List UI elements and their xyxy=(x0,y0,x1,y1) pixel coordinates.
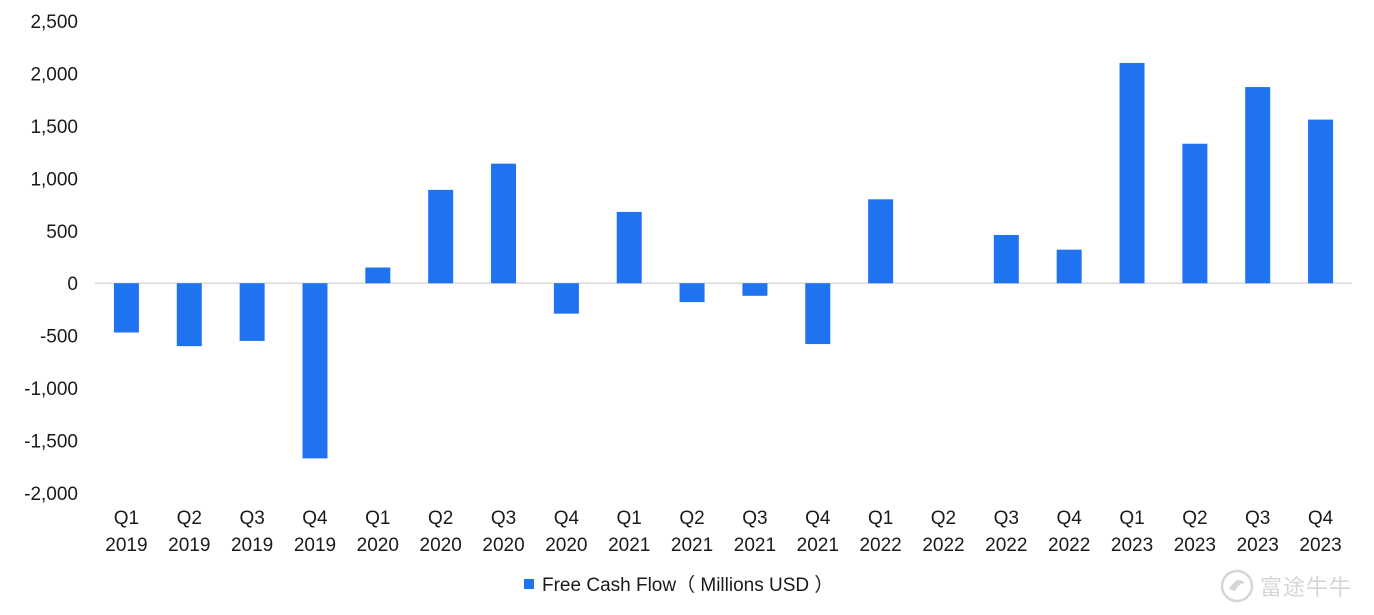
bar xyxy=(868,199,894,284)
bar xyxy=(1119,62,1145,284)
x-tick-label-quarter: Q1 xyxy=(1119,508,1144,529)
legend: Free Cash Flow（ Millions USD ） xyxy=(524,574,833,596)
legend-label: Free Cash Flow（ Millions USD ） xyxy=(542,574,833,596)
bar xyxy=(679,283,705,303)
bar xyxy=(491,163,517,284)
x-tick-label-year: 2020 xyxy=(420,535,462,556)
x-tick-label-quarter: Q2 xyxy=(177,508,202,529)
x-tick-label-year: 2022 xyxy=(859,535,901,556)
x-tick-label-year: 2020 xyxy=(545,535,587,556)
x-tick-label-quarter: Q2 xyxy=(428,508,453,529)
x-tick-label-quarter: Q4 xyxy=(1056,508,1082,529)
x-tick-label-year: 2019 xyxy=(294,535,336,556)
x-tick-label-quarter: Q1 xyxy=(114,508,139,529)
x-tick-label-year: 2023 xyxy=(1299,535,1341,556)
bars xyxy=(113,62,1334,459)
bar xyxy=(805,283,831,345)
bar xyxy=(428,189,454,284)
x-tick-label-year: 2023 xyxy=(1174,535,1216,556)
bar xyxy=(365,267,391,284)
x-tick-label-year: 2021 xyxy=(608,535,650,556)
y-tick-label: 1,500 xyxy=(30,117,78,138)
y-tick-label: 500 xyxy=(46,222,78,243)
x-axis: Q1 2019 Q2 2019 Q3 2019 Q4 2019 Q1 2020 Q2 2020 Q3 20… xyxy=(105,508,1341,556)
x-tick-label-quarter: Q3 xyxy=(1245,508,1270,529)
legend-swatch xyxy=(524,579,534,589)
y-tick-label: -2,000 xyxy=(24,484,78,505)
x-tick-label-year: 2020 xyxy=(357,535,399,556)
bar xyxy=(1308,119,1334,284)
x-tick-label-year: 2022 xyxy=(1048,535,1090,556)
bar xyxy=(1056,249,1082,284)
x-tick-label-quarter: Q1 xyxy=(365,508,390,529)
x-tick-label-quarter: Q2 xyxy=(931,508,956,529)
bar xyxy=(553,283,579,314)
x-tick-label-quarter: Q1 xyxy=(617,508,642,529)
bar xyxy=(113,283,139,333)
x-tick-label-year: 2019 xyxy=(105,535,147,556)
x-tick-label-quarter: Q3 xyxy=(239,508,264,529)
y-tick-label: -500 xyxy=(40,327,78,348)
y-tick-label: -1,000 xyxy=(24,379,78,400)
bar xyxy=(302,283,328,459)
x-tick-label-quarter: Q4 xyxy=(554,508,580,529)
x-tick-label-year: 2021 xyxy=(734,535,776,556)
x-tick-label-year: 2020 xyxy=(482,535,524,556)
x-tick-label-quarter: Q4 xyxy=(805,508,831,529)
bar xyxy=(176,283,202,347)
y-tick-label: 1,000 xyxy=(30,169,78,190)
bar xyxy=(1182,143,1208,284)
bar xyxy=(742,283,768,296)
x-tick-label-year: 2019 xyxy=(231,535,273,556)
watermark: 富途牛牛 xyxy=(1220,569,1352,603)
x-tick-label-quarter: Q3 xyxy=(994,508,1019,529)
bar xyxy=(239,283,265,341)
x-tick-label-year: 2023 xyxy=(1111,535,1153,556)
bar xyxy=(616,211,642,284)
x-tick-label-year: 2021 xyxy=(797,535,839,556)
x-tick-label-quarter: Q3 xyxy=(742,508,767,529)
bar xyxy=(993,234,1019,284)
x-tick-label-quarter: Q2 xyxy=(1182,508,1207,529)
x-tick-label-year: 2023 xyxy=(1237,535,1279,556)
x-tick-label-year: 2019 xyxy=(168,535,210,556)
x-tick-label-quarter: Q3 xyxy=(491,508,516,529)
x-tick-label-quarter: Q4 xyxy=(302,508,328,529)
y-tick-label: -1,500 xyxy=(24,432,78,453)
y-axis: 2,500 2,000 1,500 1,000 500 0 -500 -1,000 -1,500… xyxy=(24,12,78,505)
futu-logo-icon xyxy=(1220,569,1254,603)
x-tick-label-quarter: Q2 xyxy=(679,508,704,529)
x-tick-label-quarter: Q4 xyxy=(1308,508,1334,529)
x-tick-label-year: 2021 xyxy=(671,535,713,556)
y-tick-label: 0 xyxy=(67,274,78,295)
x-tick-label-quarter: Q1 xyxy=(868,508,893,529)
x-tick-label-year: 2022 xyxy=(922,535,964,556)
bar xyxy=(1245,87,1271,284)
x-tick-label-year: 2022 xyxy=(985,535,1027,556)
y-tick-label: 2,500 xyxy=(30,12,78,33)
watermark-text: 富途牛牛 xyxy=(1259,576,1352,601)
y-tick-label: 2,000 xyxy=(30,64,78,85)
